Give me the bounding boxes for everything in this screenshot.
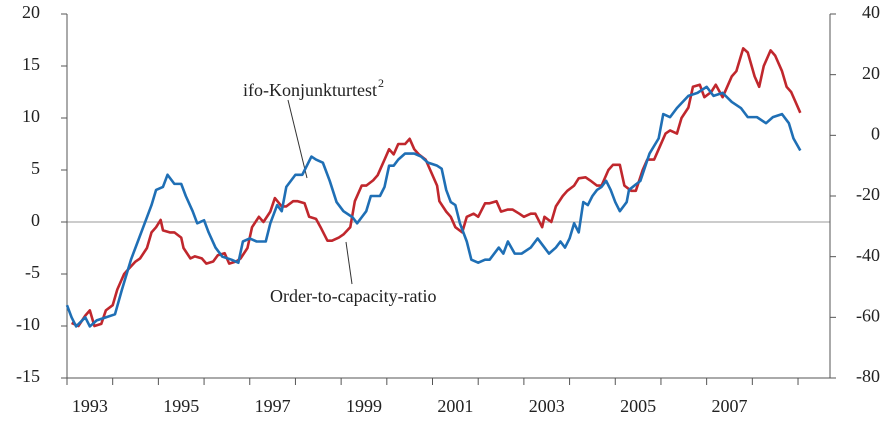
y2-tick-label: -80 xyxy=(856,366,880,386)
y2-tick-label: -40 xyxy=(856,245,880,265)
x-tick-label: 2001 xyxy=(437,396,473,416)
series-annotation: ifo-Konjunkturtest xyxy=(243,80,377,100)
y2-tick-label: 20 xyxy=(862,63,880,83)
y2-tick-label: -60 xyxy=(856,305,880,325)
y2-tick-label: 0 xyxy=(871,123,880,143)
series-annotation: Order-to-capacity-ratio xyxy=(270,286,437,306)
y-tick-label: -10 xyxy=(16,314,40,334)
y-tick-label: 0 xyxy=(31,210,40,230)
series-line xyxy=(65,85,802,328)
y-tick-label: 20 xyxy=(22,2,40,22)
y-tick-label: -5 xyxy=(25,262,40,282)
y-tick-label: 15 xyxy=(22,54,40,74)
x-tick-label: 1993 xyxy=(72,396,108,416)
x-tick-label: 2005 xyxy=(620,396,656,416)
footnote-marker: 2 xyxy=(378,76,384,90)
x-tick-label: 1999 xyxy=(346,396,382,416)
y2-tick-label: 40 xyxy=(862,2,880,22)
series-line xyxy=(71,47,802,328)
annotation-leader xyxy=(287,99,308,179)
x-tick-label: 2003 xyxy=(529,396,565,416)
x-tick-label: 1997 xyxy=(255,396,291,416)
y-tick-label: -15 xyxy=(16,366,40,386)
x-tick-label: 1995 xyxy=(163,396,199,416)
y-tick-label: 5 xyxy=(31,158,40,178)
x-tick-label: 2007 xyxy=(711,396,747,416)
y-tick-label: 10 xyxy=(22,106,40,126)
y2-tick-label: -20 xyxy=(856,184,880,204)
annotation-leader xyxy=(345,241,353,285)
